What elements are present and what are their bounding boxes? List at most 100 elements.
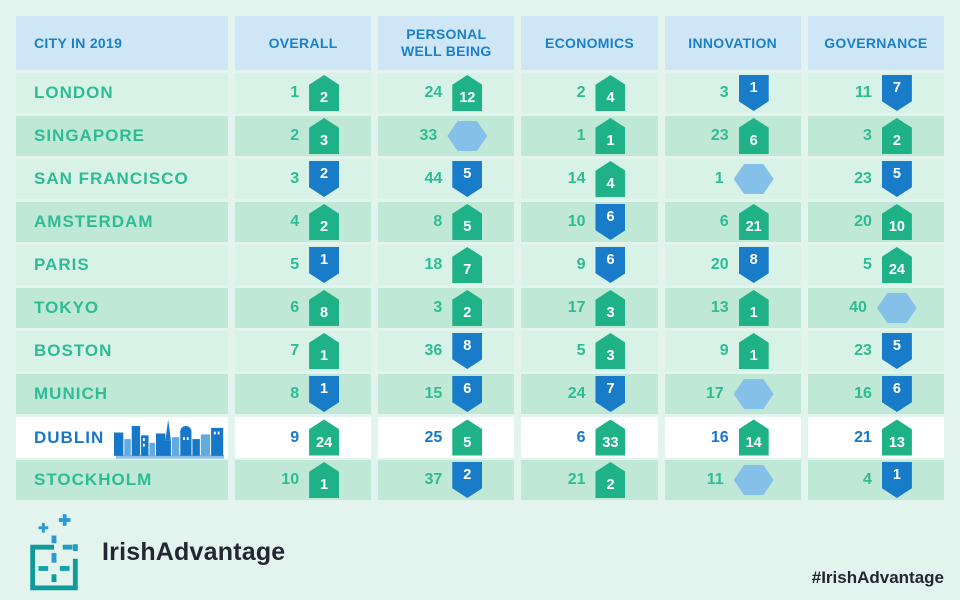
rank-value: 6 xyxy=(290,299,300,316)
city-cell: STOCKHOLM xyxy=(16,460,228,500)
city-rankings-table: CITY IN 2019 OVERALL PERSONAL WELL BEING EC… xyxy=(16,16,944,500)
rank-down-badge-icon: 5 xyxy=(881,333,912,369)
table-row-dublin: DUBLIN 9 24 25 5 6 33 16 14 21 13 xyxy=(16,417,944,459)
rank-value: 14 xyxy=(567,170,586,187)
rank-down-badge-icon: 7 xyxy=(595,376,626,412)
rank-value: 1 xyxy=(576,127,586,144)
personal-well-being-cell: 33 xyxy=(378,116,515,156)
table-row-tokyo: TOKYO 6 8 3 2 17 3 13 1 40 xyxy=(16,288,944,328)
table-row-munich: MUNICH 8 1 15 6 24 7 17 16 6 xyxy=(16,374,944,414)
overall-cell: 9 24 xyxy=(235,417,372,458)
innovation-cell: 20 8 xyxy=(664,245,801,285)
rank-down-badge-icon: 7 xyxy=(881,75,912,111)
rank-up-badge-icon: 12 xyxy=(452,75,483,111)
rank-value: 23 xyxy=(710,127,729,144)
no-change-badge-icon xyxy=(447,121,488,151)
city-cell: BOSTON xyxy=(16,331,228,371)
rank-value: 20 xyxy=(854,213,872,230)
personal-well-being-cell: 15 6 xyxy=(378,374,515,414)
table-row-stockholm: STOCKHOLM 10 1 37 2 21 2 11 4 1 xyxy=(16,460,944,500)
governance-cell: 11 7 xyxy=(807,73,944,113)
rank-value: 36 xyxy=(424,342,443,359)
rank-down-badge-icon: 8 xyxy=(738,247,769,283)
rank-value: 11 xyxy=(854,84,872,101)
city-name: MUNICH xyxy=(34,384,108,403)
personal-well-being-cell: 36 8 xyxy=(378,331,515,371)
no-change-badge-icon xyxy=(733,465,774,495)
rank-up-badge-icon: 14 xyxy=(738,419,769,456)
irish-advantage-logo: IrishAdvantage xyxy=(22,512,285,592)
logo-text: IrishAdvantage xyxy=(102,537,286,566)
city-cell: DUBLIN xyxy=(16,417,228,459)
innovation-cell: 11 xyxy=(664,460,801,500)
table-row-singapore: SINGAPORE 2 3 33 1 1 23 6 3 2 xyxy=(16,116,944,156)
governance-cell: 16 6 xyxy=(807,374,944,414)
rank-value: 23 xyxy=(854,342,872,359)
personal-well-being-cell: 37 2 xyxy=(378,460,515,500)
city-name: BOSTON xyxy=(34,341,113,360)
rank-value: 10 xyxy=(567,213,586,230)
governance-cell: 23 5 xyxy=(807,159,944,199)
rank-up-badge-icon: 21 xyxy=(738,204,769,240)
column-header-governance: GOVERNANCE xyxy=(807,16,944,70)
rank-value: 4 xyxy=(290,213,300,230)
rank-value: 21 xyxy=(567,471,586,488)
rank-up-badge-icon: 10 xyxy=(881,204,912,240)
rank-up-badge-icon: 24 xyxy=(881,247,912,283)
column-header-overall: OVERALL xyxy=(235,16,372,70)
column-header-label: INNOVATION xyxy=(688,34,778,51)
city-cell: SAN FRANCISCO xyxy=(16,159,228,199)
rank-value: 8 xyxy=(290,385,300,402)
personal-well-being-cell: 24 12 xyxy=(378,73,515,113)
rank-down-badge-icon: 6 xyxy=(595,247,626,283)
rank-value: 3 xyxy=(433,299,443,316)
table-row-boston: BOSTON 7 1 36 8 5 3 9 1 23 5 xyxy=(16,331,944,371)
rank-value: 3 xyxy=(719,84,729,101)
rank-down-badge-icon: 8 xyxy=(452,333,483,369)
rank-down-badge-icon: 6 xyxy=(595,204,626,240)
rank-up-badge-icon: 4 xyxy=(595,161,626,197)
governance-cell: 21 13 xyxy=(807,417,944,458)
dublin-skyline-icon xyxy=(114,419,225,459)
rank-value: 24 xyxy=(424,84,443,101)
economics-cell: 14 4 xyxy=(521,159,658,199)
rank-value: 6 xyxy=(576,428,586,446)
rank-value: 9 xyxy=(719,342,729,359)
rank-up-badge-icon: 2 xyxy=(309,204,340,240)
rank-value: 25 xyxy=(424,428,443,446)
city-cell: AMSTERDAM xyxy=(16,202,228,242)
table-header-row: CITY IN 2019 OVERALL PERSONAL WELL BEING EC… xyxy=(16,16,944,70)
city-name: LONDON xyxy=(34,83,114,102)
city-name: STOCKHOLM xyxy=(34,470,153,489)
city-name: DUBLIN xyxy=(34,427,105,447)
rank-up-badge-icon: 1 xyxy=(738,333,769,369)
rank-up-badge-icon: 2 xyxy=(881,118,912,154)
column-header-economics: ECONOMICS xyxy=(521,16,658,70)
rank-down-badge-icon: 1 xyxy=(738,75,769,111)
rank-up-badge-icon: 3 xyxy=(309,118,340,154)
rank-value: 2 xyxy=(290,127,300,144)
rank-up-badge-icon: 3 xyxy=(595,333,626,369)
rank-value: 40 xyxy=(849,299,867,316)
table-row-london: LONDON 1 2 24 12 2 4 3 1 11 7 xyxy=(16,73,944,113)
no-change-badge-icon xyxy=(733,164,774,194)
no-change-badge-icon xyxy=(733,379,774,409)
hashtag-text: #IrishAdvantage xyxy=(811,568,944,587)
rank-up-badge-icon: 1 xyxy=(309,333,340,369)
governance-cell: 5 24 xyxy=(807,245,944,285)
rank-down-badge-icon: 6 xyxy=(881,376,912,412)
innovation-cell: 17 xyxy=(664,374,801,414)
innovation-cell: 23 6 xyxy=(664,116,801,156)
personal-well-being-cell: 25 5 xyxy=(378,417,515,458)
rank-value: 5 xyxy=(290,256,300,273)
personal-well-being-cell: 44 5 xyxy=(378,159,515,199)
rank-up-badge-icon: 3 xyxy=(595,290,626,326)
rank-up-badge-icon: 7 xyxy=(452,247,483,283)
economics-cell: 21 2 xyxy=(521,460,658,500)
